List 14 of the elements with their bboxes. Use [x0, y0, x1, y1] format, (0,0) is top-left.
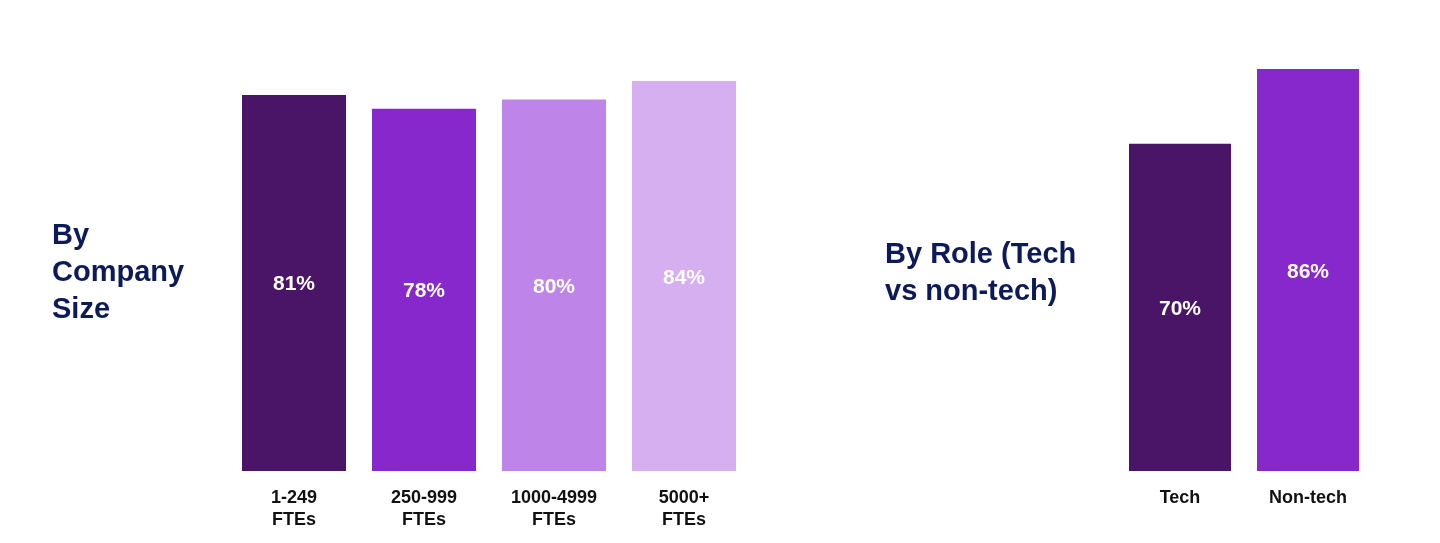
x-tick-label: 1-249 FTEs: [270, 487, 318, 529]
data-label: 81%: [272, 271, 316, 295]
data-label: 86%: [1286, 258, 1330, 282]
text: By Company Size: [52, 217, 186, 326]
data-label: 84%: [662, 264, 706, 288]
x-tick-label: Tech: [1159, 487, 1201, 507]
data-label: 70%: [1158, 295, 1202, 319]
data-label: 80%: [532, 273, 576, 297]
x-tick-label: 1000-4999 FTEs: [510, 487, 598, 529]
text: By Role (Tech vs non-tech): [885, 235, 1078, 308]
x-tick-label: 5000+ FTEs: [658, 487, 710, 529]
x-tick-label: 250-999 FTEs: [390, 487, 458, 529]
x-tick-label: Non-tech: [1269, 487, 1347, 507]
data-label: 78%: [402, 278, 446, 302]
